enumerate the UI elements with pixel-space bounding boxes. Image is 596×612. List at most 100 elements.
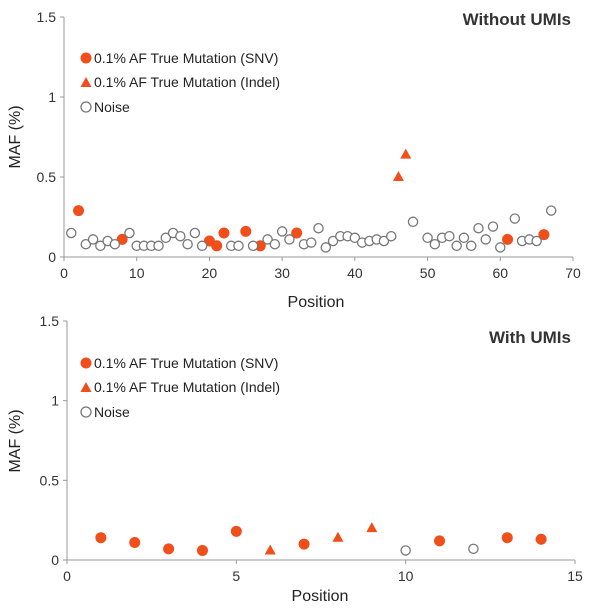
data-point-snv — [230, 525, 242, 537]
y-tick-label: 1.5 — [37, 9, 57, 25]
data-point-noise — [378, 235, 390, 247]
legend-marker-noise — [80, 406, 92, 418]
data-point-noise — [269, 238, 281, 250]
data-point-snv — [291, 227, 303, 239]
data-point-noise — [247, 240, 259, 252]
data-point-noise — [160, 232, 172, 244]
data-point-noise — [66, 227, 77, 239]
data-point-noise — [531, 235, 542, 247]
legend-marker-indel — [80, 77, 92, 87]
x-tick-label: 70 — [565, 265, 581, 281]
data-point-noise — [509, 213, 521, 224]
y-axis-label: MAF (%) — [7, 105, 24, 168]
y-tick-label: 0 — [48, 249, 56, 265]
legend-label-noise: Noise — [94, 99, 130, 115]
data-point-noise — [175, 230, 186, 242]
data-point-snv — [538, 229, 550, 241]
data-point-noise — [276, 226, 288, 237]
legend-label-snv: 0.1% AF True Mutation (SNV) — [94, 50, 278, 66]
chart-without-umis: Without UMIs MAF (%) Position 0.1% AF Tr… — [7, 9, 581, 311]
chart-title: With UMIs — [489, 328, 571, 347]
data-point-noise — [189, 227, 201, 239]
x-tick-label: 30 — [274, 265, 290, 281]
legend-label-noise: Noise — [94, 404, 130, 420]
x-tick-label: 15 — [567, 568, 583, 584]
data-point-noise — [400, 545, 411, 556]
data-point-noise — [327, 235, 339, 247]
data-point-noise — [422, 232, 433, 244]
data-point-noise — [305, 237, 317, 248]
x-tick-label: 10 — [129, 265, 145, 281]
data-point-noise — [349, 232, 361, 244]
y-tick-label: 1.5 — [40, 313, 60, 329]
chart-title: Without UMIs — [463, 10, 571, 29]
data-point-snv — [240, 225, 252, 237]
legend-label-indel: 0.1% AF True Mutation (Indel) — [94, 379, 280, 395]
legend-label-indel: 0.1% AF True Mutation (Indel) — [94, 74, 280, 90]
data-point-snv — [254, 240, 266, 252]
y-axis-label: MAF (%) — [7, 409, 24, 472]
data-point-snv — [129, 536, 141, 548]
chart-with-umis: With UMIs MAF (%) Position 0.1% AF True … — [7, 313, 583, 605]
data-point-snv — [502, 233, 514, 245]
legend: 0.1% AF True Mutation (SNV) 0.1% AF True… — [80, 355, 280, 420]
data-point-noise — [182, 238, 193, 250]
data-point-noise — [473, 222, 484, 234]
data-point-noise — [87, 234, 99, 245]
x-axis-label: Position — [288, 294, 345, 311]
data-point-noise — [407, 216, 419, 228]
data-point-noise — [153, 240, 164, 252]
x-tick-label: 5 — [232, 568, 240, 584]
data-point-snv — [434, 535, 446, 547]
y-tick-label: 1 — [48, 89, 56, 105]
legend-marker-snv — [80, 52, 92, 64]
y-tick-label: 0 — [51, 552, 59, 568]
data-point-noise — [429, 238, 441, 250]
legend: 0.1% AF True Mutation (SNV) 0.1% AF True… — [80, 50, 280, 115]
data-point-snv — [211, 240, 223, 252]
x-tick-label: 60 — [492, 265, 508, 281]
data-point-noise — [451, 240, 462, 252]
data-point-indel — [332, 531, 344, 542]
data-point-indel — [392, 171, 404, 181]
x-tick-label: 40 — [347, 265, 363, 281]
data-point-noise — [109, 238, 121, 250]
data-point-indel — [264, 544, 276, 555]
data-point-snv — [298, 538, 310, 550]
x-tick-label: 20 — [202, 265, 218, 281]
data-point-noise — [545, 205, 557, 216]
legend-label-snv: 0.1% AF True Mutation (SNV) — [94, 355, 278, 371]
x-tick-label: 10 — [398, 568, 414, 584]
x-axis-label: Position — [292, 588, 349, 605]
data-point-noise — [487, 221, 499, 232]
data-point-indel — [400, 148, 412, 159]
legend-marker-indel — [80, 382, 92, 392]
data-point-noise — [444, 230, 455, 242]
y-tick-label: 1 — [51, 393, 59, 409]
legend-marker-snv — [80, 357, 92, 369]
data-point-indel — [366, 522, 378, 533]
data-point-snv — [218, 227, 230, 239]
data-point-noise — [284, 234, 295, 245]
data-point-noise — [320, 242, 332, 253]
data-point-snv — [535, 533, 547, 545]
data-point-noise — [468, 543, 479, 555]
data-point-noise — [196, 240, 208, 252]
data-point-noise — [262, 234, 273, 245]
data-point-snv — [196, 544, 208, 556]
x-tick-label: 50 — [420, 265, 436, 281]
data-point-noise — [95, 240, 106, 252]
legend-marker-noise — [80, 101, 92, 113]
data-point-noise — [465, 240, 477, 252]
data-point-snv — [73, 205, 85, 217]
data-point-noise — [480, 234, 491, 245]
x-tick-label: 0 — [63, 568, 71, 584]
x-tick-label: 0 — [60, 265, 68, 281]
y-tick-label: 0.5 — [40, 472, 60, 488]
data-point-snv — [501, 532, 513, 544]
data-point-noise — [80, 238, 92, 250]
data-point-noise — [495, 242, 506, 253]
data-point-snv — [95, 532, 107, 544]
data-point-noise — [233, 240, 244, 252]
